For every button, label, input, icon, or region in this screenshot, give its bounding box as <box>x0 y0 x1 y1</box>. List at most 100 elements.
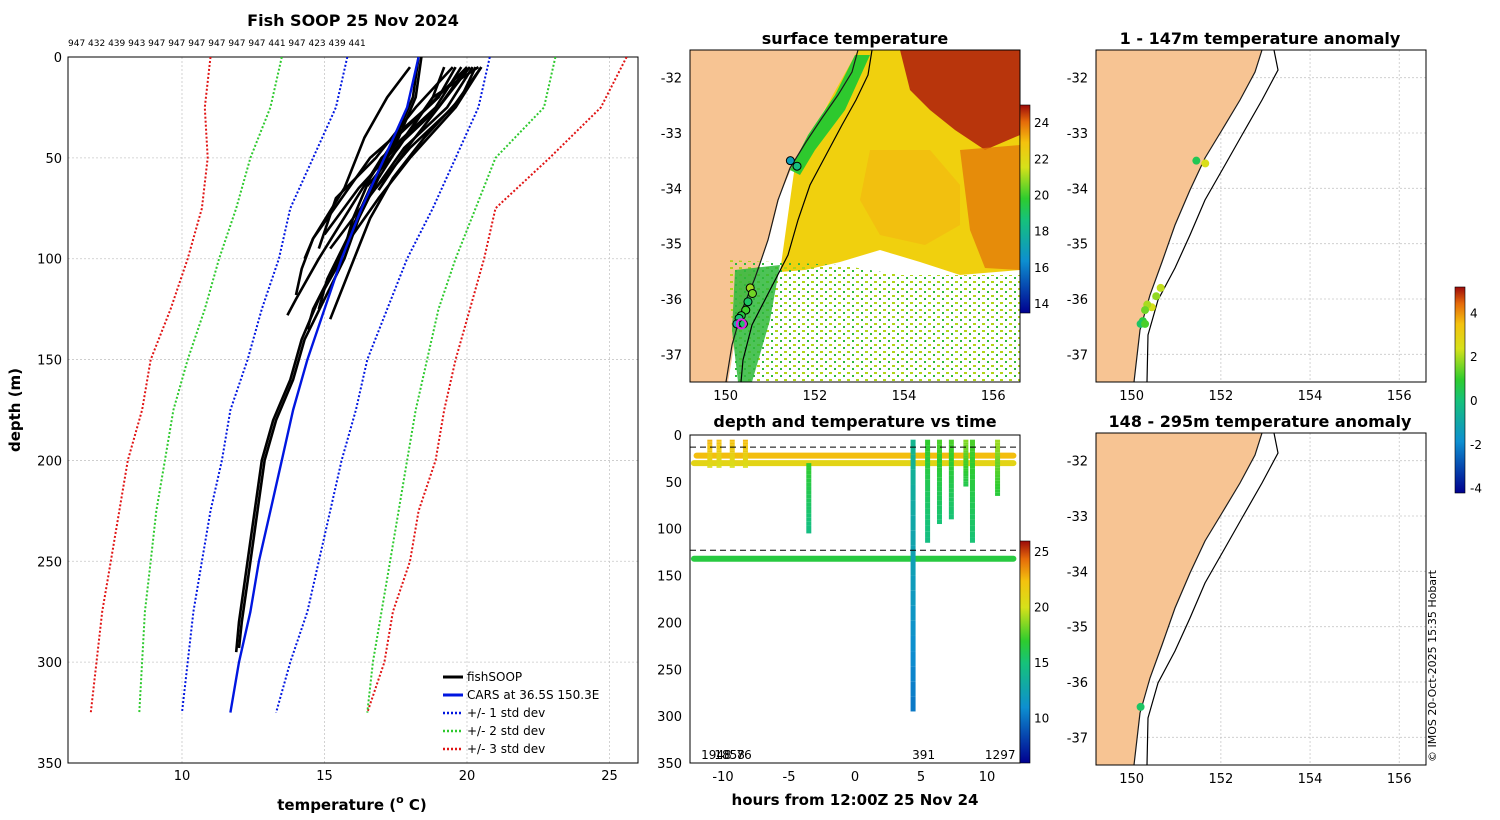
profile-ylabel: depth (m) <box>6 368 24 452</box>
sst-eac-core <box>900 50 1020 150</box>
sst-coastal-cool <box>790 55 870 175</box>
sst-map-body <box>690 50 1020 382</box>
profile-title: Fish SOOP 25 Nov 2024 <box>247 11 459 30</box>
profile-xtick-label: 20 <box>459 769 476 784</box>
sst-station-marker <box>792 161 802 171</box>
timeseries-xtick-label: 0 <box>851 770 859 785</box>
timeseries-colorbar <box>1019 540 1031 764</box>
timeseries-annotation: 76 <box>736 748 751 762</box>
sst-ytick-label: -35 <box>661 238 682 253</box>
std2-low-line <box>138 57 283 713</box>
sst-station-marker <box>785 156 795 166</box>
anom2-ytick-label: -33 <box>1067 510 1088 525</box>
anom2-xtick-label: 150 <box>1119 772 1144 787</box>
timeseries-annotation: 1858 <box>714 748 745 762</box>
anom2-point <box>1136 702 1145 711</box>
anom1-ticks: 150 152 154 156 -32 -33 -34 -35 -36 -37 <box>1067 72 1412 404</box>
anom1-point <box>1156 283 1165 292</box>
profile-ytick-label: 100 <box>37 253 62 268</box>
anomaly-colorbar <box>1454 286 1466 494</box>
timeseries-ytick-label: 250 <box>657 663 682 678</box>
profile-xlabel-main: temperature ( <box>277 796 396 814</box>
anom2-frame <box>1095 432 1427 766</box>
sst-colorbar-tick-label: 24 <box>1034 116 1049 130</box>
anom2-xtick-label: 154 <box>1298 772 1323 787</box>
sst-station-marker <box>743 297 753 307</box>
sst-ytick-label: -36 <box>661 293 682 308</box>
std3-low-line <box>89 57 212 713</box>
anom1-points <box>1136 156 1210 328</box>
profile-ytick-label: 300 <box>37 656 62 671</box>
timeseries-colorbar-tick-label: 10 <box>1034 712 1049 726</box>
anom2-ytick-label: -36 <box>1067 676 1088 691</box>
profile-axes-frame <box>67 56 639 764</box>
timeseries-annotation: 1948 <box>701 748 732 762</box>
anomaly-colorbar-tick-label: -4 <box>1470 482 1482 496</box>
timeseries-background <box>690 435 1020 763</box>
sst-ticks: 150 152 154 156 -32 -33 -34 -35 -36 -37 <box>661 72 1006 404</box>
anomaly-colorbar-tick-label: 4 <box>1470 306 1478 320</box>
sst-xtick-label: 150 <box>713 389 738 404</box>
fishsoop-profile <box>294 66 468 296</box>
legend-std3: +/- 3 std dev <box>467 742 545 756</box>
anom2-points <box>1136 702 1145 711</box>
anomaly-colorbar-ticks: -4 -2 0 2 4 <box>1470 306 1482 495</box>
anom1-ytick-label: -37 <box>1067 348 1088 363</box>
profile-xtick-label: 10 <box>174 769 191 784</box>
sst-title: surface temperature <box>762 29 949 48</box>
sst-ytick-label: -37 <box>661 348 682 363</box>
timeseries-ytick-label: 200 <box>657 616 682 631</box>
sst-ytick-label: -33 <box>661 127 682 142</box>
std3-high-line <box>366 57 628 713</box>
anom1-point <box>1141 319 1150 328</box>
profile-xtick-label: 25 <box>601 769 618 784</box>
anomaly-colorbar-tick-label: 2 <box>1470 350 1478 364</box>
anomaly-colorbar-tick-label: -2 <box>1470 438 1482 452</box>
timeseries-colorbar-ticks: 10 15 20 25 <box>1034 545 1049 726</box>
std1-low-line <box>181 57 349 713</box>
profile-xlabel-end: C) <box>404 796 427 814</box>
anom2-shelf-contour <box>1146 433 1279 765</box>
profile-xlabel: temperature (o C) <box>277 793 427 814</box>
anom1-shelf-contour <box>1146 50 1279 382</box>
sst-eddy <box>860 150 960 245</box>
sst-colorbar-tick-label: 20 <box>1034 188 1049 202</box>
timeseries-xtick-label: 10 <box>979 770 996 785</box>
legend-fishsoop: fishSOOP <box>467 670 522 684</box>
timeseries-colorbar-tick-label: 15 <box>1034 656 1049 670</box>
fishsoop-profile <box>286 66 463 316</box>
anom1-panel: 1 - 147m temperature anomaly 150 152 154 15… <box>1067 29 1427 404</box>
anom2-title: 148 - 295m temperature anomaly <box>1109 412 1412 431</box>
timeseries-xtick-label: -10 <box>712 770 733 785</box>
timeseries-annotation: 391 <box>912 748 935 762</box>
timeseries-ytick-label: 150 <box>657 570 682 585</box>
sst-cloud-speckle <box>728 260 1020 382</box>
anom2-ytick-label: -32 <box>1067 455 1088 470</box>
sst-current-position-marker <box>735 318 747 330</box>
anom1-ytick-label: -34 <box>1067 182 1088 197</box>
anom2-xtick-label: 152 <box>1208 772 1233 787</box>
anom1-ytick-label: -35 <box>1067 238 1088 253</box>
anom2-map-body <box>1096 433 1426 765</box>
timeseries-annotation: 1297 <box>985 748 1016 762</box>
anom1-xtick-label: 156 <box>1387 389 1412 404</box>
fishsoop-profile <box>346 66 483 244</box>
anom1-map-body <box>1096 50 1426 382</box>
anom1-title: 1 - 147m temperature anomaly <box>1120 29 1401 48</box>
anom1-xtick-label: 152 <box>1208 389 1233 404</box>
profile-panel: Fish SOOP 25 Nov 2024 947 432 439 943 94… <box>6 11 639 814</box>
cars-mean-line <box>229 57 420 713</box>
profile-ytick-label: 350 <box>37 757 62 772</box>
timeseries-panel: depth and temperature vs time 1948185876… <box>657 412 1049 809</box>
legend-std2: +/- 2 std dev <box>467 724 545 738</box>
timeseries-colorbar-tick-label: 25 <box>1034 545 1049 559</box>
anom2-ytick-label: -35 <box>1067 621 1088 636</box>
sst-panel: surface temperature 150 152 154 156 -32 -33 -3… <box>661 29 1050 404</box>
std2-high-line <box>366 57 557 713</box>
timeseries-ytick-label: 50 <box>665 476 682 491</box>
sst-station-marker <box>747 288 757 298</box>
timeseries-marks <box>690 439 1020 712</box>
profile-lines <box>89 57 628 713</box>
sst-stations <box>732 156 802 330</box>
sst-ytick-label: -32 <box>661 72 682 87</box>
